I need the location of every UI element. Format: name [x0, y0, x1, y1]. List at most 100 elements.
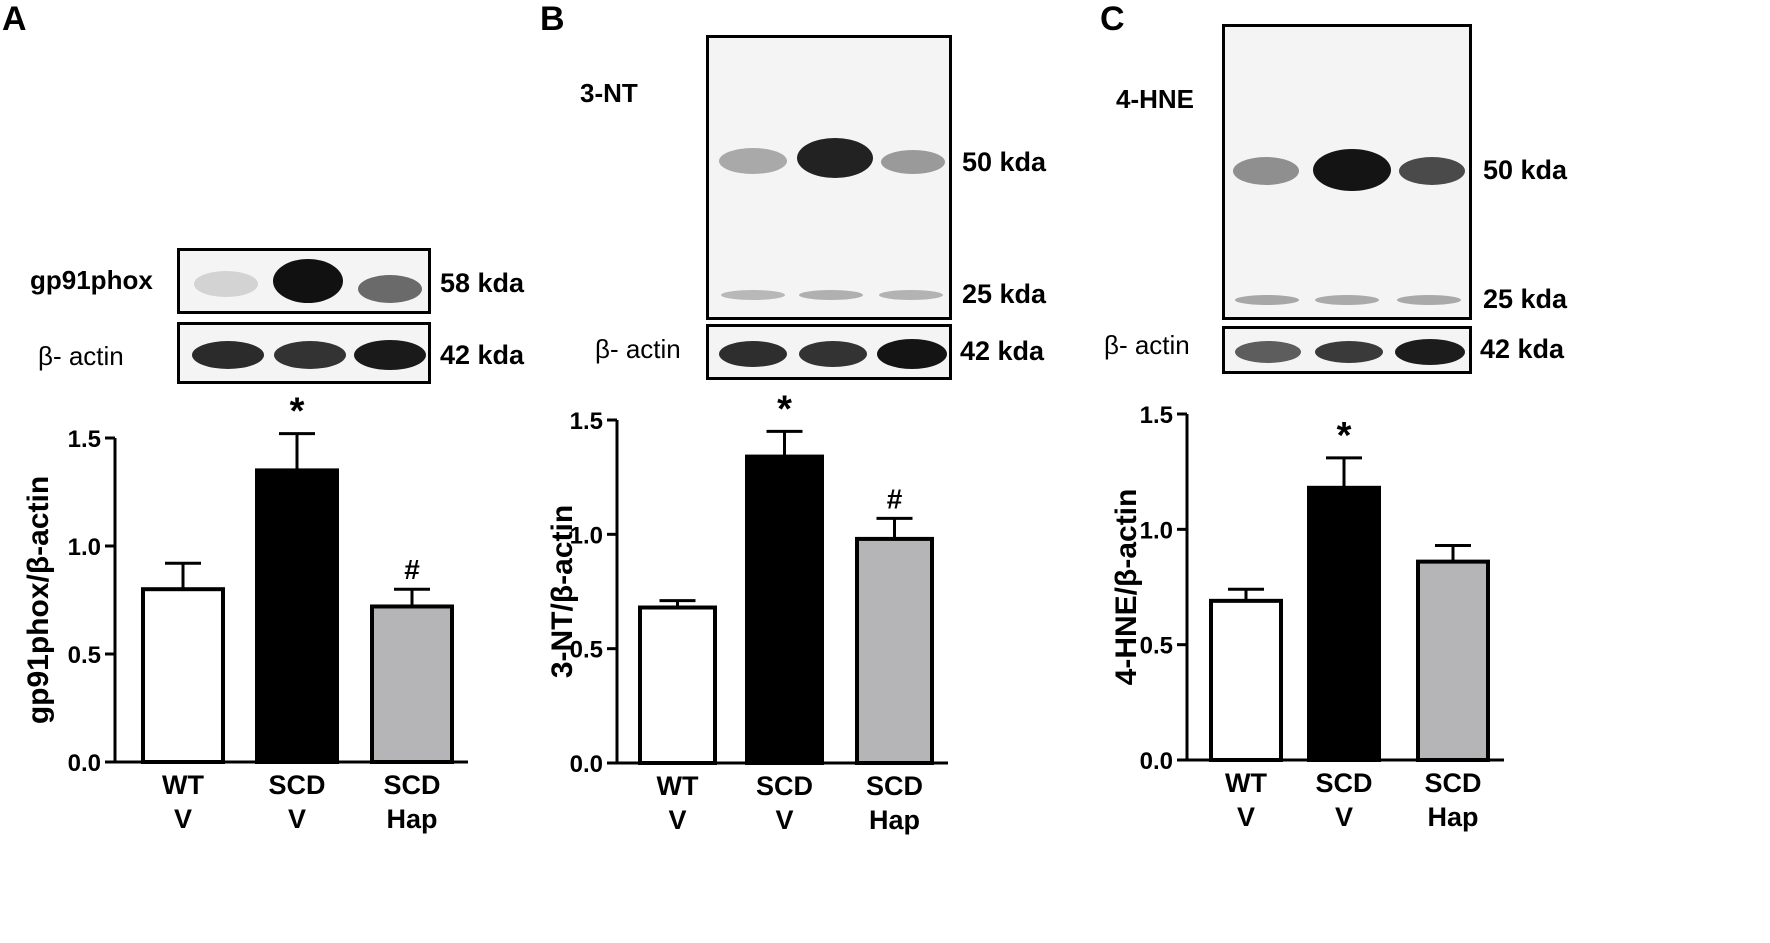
- blot-band: [1395, 339, 1465, 365]
- blot-band: [1233, 157, 1299, 185]
- panel-letter: A: [2, 0, 27, 38]
- x-tick-label: SCD: [383, 770, 440, 800]
- bar: [745, 454, 824, 765]
- x-tick-label: Hap: [386, 804, 437, 834]
- kda-label: 42 kda: [1480, 334, 1565, 364]
- blot-band: [1399, 157, 1465, 185]
- y-tick-label: 1.0: [570, 522, 603, 549]
- x-tick-label: V: [288, 804, 306, 834]
- blot-band: [877, 339, 947, 369]
- y-tick-label: 0.0: [1140, 748, 1173, 775]
- x-tick-label: Hap: [1427, 802, 1478, 832]
- y-tick-label: 0.5: [1140, 633, 1173, 660]
- y-tick-label: 0.5: [570, 637, 603, 664]
- western-blot-beta-actin: [706, 324, 952, 380]
- x-tick-label: V: [668, 805, 686, 835]
- bar: [855, 536, 934, 766]
- x-tick-label: WT: [1225, 768, 1267, 798]
- western-blot-beta-actin: [1222, 326, 1472, 374]
- western-blot-4-hne: [1222, 24, 1472, 320]
- bar: [1209, 598, 1283, 763]
- x-tick-label: SCD: [756, 771, 813, 801]
- blot-band: [1235, 341, 1301, 363]
- kda-label: 25 kda: [1483, 284, 1568, 314]
- y-tick-label: 1.0: [68, 534, 101, 561]
- western-blot-3-nt: [706, 35, 952, 320]
- x-tick-label: V: [775, 805, 793, 835]
- blot-band: [879, 290, 943, 300]
- western-blot-gp91phox: [177, 248, 431, 314]
- blot-label-4-hne: 4-HNE: [1116, 84, 1195, 114]
- blot-band: [799, 290, 863, 300]
- y-tick-label: 1.5: [1140, 402, 1173, 429]
- panel-b: B 3-NT 50 kda 25 kda β- actin 42 kda 0.0…: [540, 0, 1100, 943]
- panel-c: C 4-HNE 50 kda 25 kda β- actin 42 kda 0.…: [1100, 0, 1770, 943]
- blot-label-beta-actin: β- actin: [38, 341, 124, 371]
- x-tick-label: WT: [657, 771, 699, 801]
- kda-label: 50 kda: [1483, 155, 1568, 185]
- kda-label: 42 kda: [960, 336, 1045, 366]
- blot-band: [721, 290, 785, 300]
- blot-band: [719, 148, 787, 174]
- x-tick-label: WT: [162, 770, 204, 800]
- blot-band: [192, 341, 264, 369]
- western-blot-beta-actin: [177, 322, 431, 384]
- kda-label: 42 kda: [440, 340, 525, 370]
- bar: [370, 604, 454, 764]
- blot-label-gp91phox: gp91phox: [30, 265, 153, 295]
- y-axis-label: gp91phox/β-actin: [22, 476, 55, 724]
- blot-band: [1235, 295, 1299, 305]
- panel-letter: B: [540, 0, 565, 38]
- blot-band: [1313, 149, 1391, 191]
- blot-band: [799, 341, 867, 367]
- blot-band: [1315, 341, 1383, 363]
- x-tick-label: Hap: [869, 805, 920, 835]
- x-tick-label: V: [1335, 802, 1353, 832]
- panel-a: A gp91phox 58 kda β- actin 42 kda 0.0 0.5…: [0, 0, 540, 943]
- y-tick-label: 1.0: [1140, 517, 1173, 544]
- significance-asterisk: *: [290, 391, 305, 433]
- significance-hash: #: [887, 483, 903, 514]
- x-tick-label: V: [174, 804, 192, 834]
- blot-band: [719, 341, 787, 367]
- blot-label-3-nt: 3-NT: [580, 78, 638, 108]
- significance-asterisk: *: [777, 388, 792, 430]
- panel-letter: C: [1100, 0, 1125, 38]
- blot-band: [274, 341, 346, 369]
- blot-label-beta-actin: β- actin: [595, 334, 681, 364]
- blot-band: [881, 150, 945, 174]
- x-tick-label: SCD: [1424, 768, 1481, 798]
- bar: [141, 587, 225, 765]
- bar: [638, 605, 717, 765]
- kda-label: 25 kda: [962, 279, 1047, 309]
- bar: [1307, 485, 1381, 762]
- blot-band: [1315, 295, 1379, 305]
- blot-band: [354, 340, 426, 370]
- y-axis-label: 4-HNE/β-actin: [1110, 489, 1143, 686]
- y-tick-label: 1.5: [570, 408, 603, 435]
- kda-label: 58 kda: [440, 268, 525, 298]
- blot-band: [273, 259, 343, 303]
- kda-label: 50 kda: [962, 147, 1047, 177]
- y-tick-label: 0.5: [68, 642, 101, 669]
- y-tick-label: 1.5: [68, 426, 101, 453]
- bar-chart-3-nt: 0.0 0.5 1.0 1.5 3-NT/β-actin WT V * SCD V # SCD Hap: [546, 388, 948, 835]
- blot-label-beta-actin: β- actin: [1104, 330, 1190, 360]
- significance-asterisk: *: [1337, 415, 1352, 457]
- significance-hash: #: [404, 554, 420, 585]
- blot-band: [194, 271, 258, 297]
- bar: [255, 468, 339, 764]
- blot-band: [797, 138, 873, 178]
- x-tick-label: SCD: [268, 770, 325, 800]
- bar-chart-gp91phox: 0.0 0.5 1.0 1.5 gp91phox/β-actin WT V * SCD V # SCD…: [22, 391, 468, 834]
- y-tick-label: 0.0: [68, 750, 101, 777]
- blot-band: [358, 275, 422, 303]
- x-tick-label: V: [1237, 802, 1255, 832]
- y-axis-label: 3-NT/β-actin: [546, 505, 579, 678]
- bar-chart-4-hne: 0.0 0.5 1.0 1.5 4-HNE/β-actin WT V * SCD V SCD Hap: [1110, 402, 1504, 832]
- y-tick-label: 0.0: [570, 751, 603, 778]
- x-tick-label: SCD: [866, 771, 923, 801]
- bar: [1416, 559, 1490, 762]
- x-tick-label: SCD: [1315, 768, 1372, 798]
- blot-band: [1397, 295, 1461, 305]
